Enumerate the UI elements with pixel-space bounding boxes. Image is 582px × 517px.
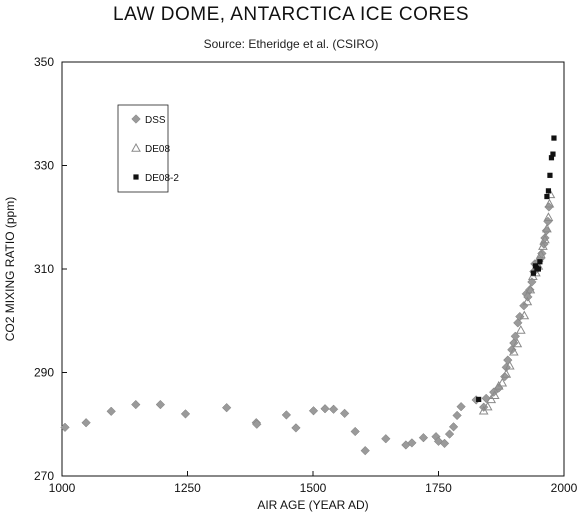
series-de08-point	[501, 369, 512, 378]
series-de08-point	[512, 338, 523, 348]
series-de08-point	[540, 234, 550, 244]
series-dss-point	[308, 406, 319, 416]
series-de08-point	[536, 249, 546, 259]
series-dss-point	[360, 445, 370, 456]
series-dss-point	[281, 410, 292, 420]
series-dss-point	[448, 422, 459, 432]
legend-box	[117, 104, 169, 193]
legend-marker-dss	[131, 114, 141, 124]
series-dss-point	[456, 402, 466, 412]
series-de08-point	[542, 223, 552, 233]
series-de08-2-point	[545, 188, 552, 194]
series-dss-point	[513, 318, 523, 328]
series-de08-2-point	[550, 151, 556, 157]
series-dss-point	[507, 345, 517, 355]
legend-marker-de08-2	[133, 174, 139, 180]
y-tick-label: 350	[34, 55, 54, 69]
series-de08-2-point	[476, 396, 482, 403]
series-de08-point	[478, 405, 489, 415]
x-tick-label: 1250	[174, 481, 201, 495]
series-dss-point	[525, 285, 535, 295]
data-points	[60, 135, 557, 456]
series-dss-point	[444, 429, 455, 439]
axis-ticks: 1000 1250 1500 1750 2000 270 290 310 330 350	[34, 55, 578, 495]
x-tick-label: 1000	[49, 481, 76, 495]
series-de08-2-point	[547, 172, 553, 178]
series-dss-point	[519, 301, 529, 311]
series-de08-point	[544, 198, 555, 208]
chart-subtitle: Source: Etheridge et al. (CSIRO)	[203, 37, 379, 51]
series-de08-2-point	[535, 266, 541, 272]
series-dss-point	[500, 371, 510, 382]
series-de08-2-point	[548, 155, 555, 161]
series-de08-2-point	[530, 270, 536, 276]
series-dss-point	[180, 409, 191, 419]
y-axis-title: CO2 MIXING RATIO (ppm)	[3, 197, 17, 341]
x-tick-label: 1750	[425, 481, 452, 495]
series-dss-point	[510, 331, 520, 341]
series-de08-point	[538, 241, 548, 250]
x-axis-title: AIR AGE (YEAR AD)	[257, 498, 368, 512]
series-dss-point	[106, 406, 116, 416]
series-dss-point	[523, 292, 533, 302]
series-de08-point	[522, 296, 533, 306]
chart-title: LAW DOME, ANTARCTICA ICE CORES	[113, 4, 469, 25]
series-de08-2-point	[537, 259, 543, 265]
series-de08-point	[497, 377, 508, 387]
series-dss-point	[131, 399, 141, 410]
series-dss-point	[291, 423, 301, 433]
legend-marker-de08	[131, 142, 141, 152]
series-de08-point	[489, 390, 500, 399]
series-dss-point	[320, 404, 330, 414]
series-dss-point	[381, 434, 391, 444]
y-tick-label: 310	[34, 262, 54, 276]
series-de08-point	[482, 401, 493, 411]
series-de08-point	[515, 325, 526, 334]
y-tick-label: 290	[34, 366, 54, 380]
series-de08-2-point	[544, 193, 550, 200]
series-de08-point	[543, 212, 554, 221]
series-dss-point	[252, 419, 262, 429]
series-de08-2-point	[551, 135, 557, 141]
series-dss-point	[155, 399, 166, 410]
series-dss-point	[407, 438, 417, 448]
series-dss-point	[339, 408, 350, 419]
y-tick-label: 270	[34, 469, 54, 483]
legend-label: DE08-2	[145, 173, 179, 184]
series-dss-point	[60, 422, 70, 433]
series-dss-point	[439, 438, 450, 449]
series-de08-point	[519, 310, 530, 320]
x-tick-label: 2000	[551, 481, 578, 495]
series-de08-point	[525, 284, 536, 294]
series-dss-point	[222, 403, 232, 413]
series-de08-point	[508, 346, 519, 356]
legend: DSS DE08 DE08-2	[117, 104, 179, 193]
legend-label: DSS	[145, 115, 166, 126]
series-dss-point	[418, 433, 429, 443]
series-dss-point	[452, 410, 462, 421]
series-de08-point	[486, 394, 497, 404]
series-dss-point	[81, 418, 91, 428]
series-dss-point	[350, 426, 360, 437]
series-dss-point	[328, 404, 339, 414]
x-tick-label: 1500	[300, 481, 327, 495]
legend-label: DE08	[145, 144, 170, 155]
y-tick-label: 330	[34, 159, 54, 173]
series-de08-point	[504, 360, 515, 370]
